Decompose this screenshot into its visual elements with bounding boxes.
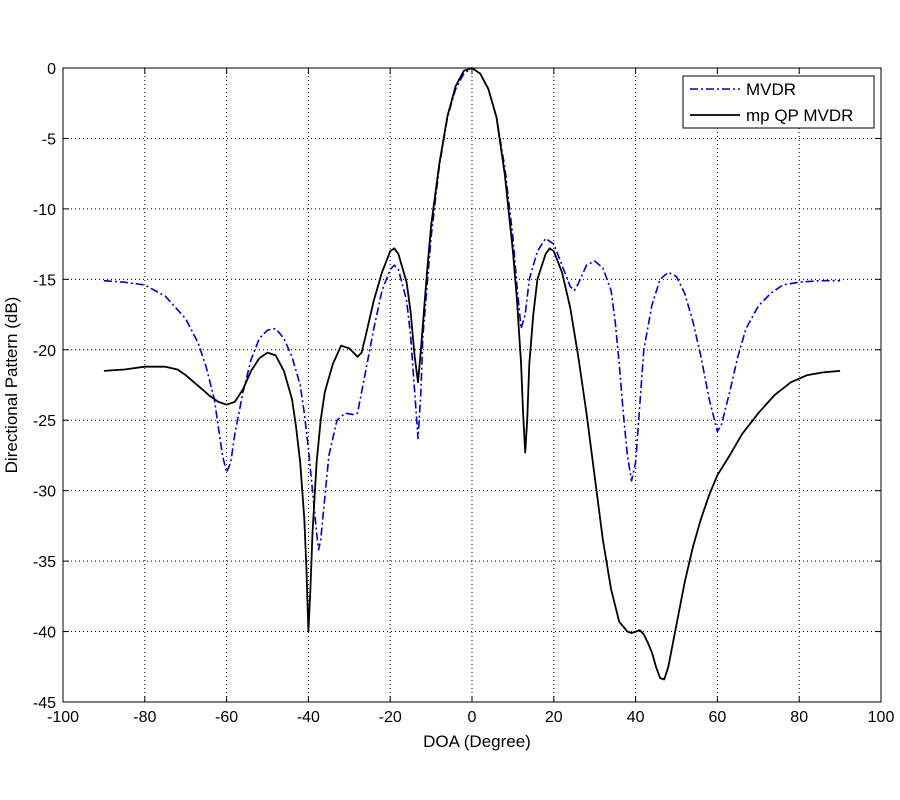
- x-tick-label: 100: [868, 709, 895, 726]
- y-tick-label: -10: [33, 202, 56, 219]
- x-tick-label: 20: [545, 709, 563, 726]
- x-tick-label: -80: [133, 709, 156, 726]
- y-tick-label: -35: [33, 554, 56, 571]
- x-tick-label: -100: [47, 709, 79, 726]
- series-line-mp-qp-mvdr: [103, 67, 841, 681]
- series-line-mvdr: [103, 67, 841, 551]
- y-tick-label: -25: [33, 413, 56, 430]
- x-tick-label: 0: [468, 709, 477, 726]
- legend-box: [682, 75, 875, 129]
- x-tick-label: 80: [790, 709, 808, 726]
- legend-label-mvdr: MVDR: [746, 80, 796, 99]
- series-layer: [103, 67, 841, 681]
- y-tick-label: -5: [42, 131, 56, 148]
- x-tick-label: 40: [627, 709, 645, 726]
- x-tick-label: -40: [297, 709, 320, 726]
- x-tick-label: -20: [379, 709, 402, 726]
- y-tick-label: 0: [47, 61, 56, 78]
- y-tick-label: -15: [33, 272, 56, 289]
- y-tick-label: -40: [33, 625, 56, 642]
- y-tick-label: -20: [33, 343, 56, 360]
- y-tick-label: -30: [33, 484, 56, 501]
- y-tick-label: -45: [33, 695, 56, 712]
- grid: [63, 68, 881, 702]
- tick-labels: -100 -80 -60 -40 -20 0 20 40 60 80 100 0 -5 -10 -15 -20…: [33, 61, 895, 726]
- ticks: [62, 67, 882, 703]
- x-tick-label: 60: [709, 709, 727, 726]
- x-axis-label: DOA (Degree): [423, 732, 531, 751]
- y-axis-label: Directional Pattern (dB): [2, 297, 21, 474]
- legend: MVDR mp QP MVDR: [682, 75, 875, 129]
- legend-label-mp-qp-mvdr: mp QP MVDR: [746, 106, 853, 125]
- x-tick-label: -60: [215, 709, 238, 726]
